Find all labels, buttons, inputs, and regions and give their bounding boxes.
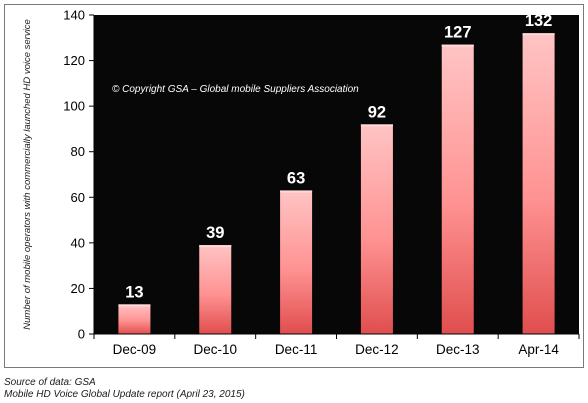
bar-Apr-14 [522, 33, 555, 334]
report-text: Mobile HD Voice Global Update report (Ap… [4, 389, 245, 400]
y-axis-label: Number of mobile operators with commerci… [22, 19, 33, 329]
bar-highlight [441, 44, 474, 47]
data-label: 13 [125, 283, 143, 301]
y-tick-label: 40 [71, 235, 85, 250]
chart-frame: 13 39 63 92 127 132 © Copyright GSA – Global … [4, 4, 584, 368]
data-label: 127 [444, 24, 472, 42]
x-tick-label: Dec-13 [436, 342, 480, 357]
bar-highlight [360, 124, 393, 127]
y-tick-label: 80 [71, 144, 85, 159]
source-notes: Source of data: GSA Mobile HD Voice Glob… [4, 377, 245, 401]
y-tick-label: 100 [63, 99, 85, 114]
bar-highlight [522, 33, 555, 36]
plot-area [94, 15, 579, 334]
chart-svg: 13 39 63 92 127 132 © Copyright GSA – Global … [22, 8, 580, 357]
copyright-annotation: © Copyright GSA – Global mobile Supplier… [112, 84, 359, 95]
x-tick-label: Dec-09 [113, 342, 157, 357]
data-label: 39 [206, 224, 224, 242]
bar-Dec-10 [199, 245, 232, 334]
x-tick-label: Apr-14 [518, 342, 559, 357]
data-label: 132 [525, 12, 553, 30]
y-tick-label: 20 [71, 281, 85, 296]
y-tick-label: 60 [71, 190, 85, 205]
data-label: 92 [368, 103, 386, 121]
x-tick-label: Dec-12 [355, 342, 399, 357]
bar-Dec-12 [360, 124, 393, 334]
x-tick-label: Dec-10 [193, 342, 237, 357]
bar-Dec-09 [118, 304, 151, 334]
bar-highlight [199, 245, 232, 248]
data-label: 63 [287, 169, 305, 187]
bar-Dec-13 [441, 44, 474, 334]
bar-highlight [280, 190, 313, 193]
source-text: Source of data: GSA [4, 377, 96, 388]
bar-Dec-11 [280, 190, 313, 334]
y-tick-label: 120 [63, 53, 85, 68]
x-tick-label: Dec-11 [275, 342, 318, 357]
y-tick-label: 0 [78, 327, 85, 342]
y-tick-label: 140 [63, 8, 85, 23]
bar-highlight [118, 304, 151, 307]
